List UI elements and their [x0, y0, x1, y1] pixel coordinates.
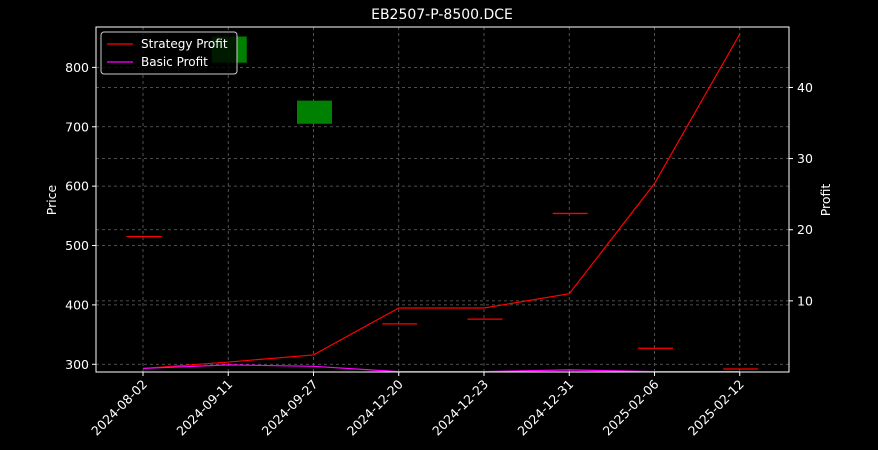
profit-tick-label: 20 — [797, 222, 813, 237]
profit-axis-label: Profit — [818, 184, 833, 217]
legend-label-strategy-profit: Strategy Profit — [141, 37, 228, 51]
profit-tick-label: 30 — [797, 151, 813, 166]
profit-tick-label: 10 — [797, 293, 813, 308]
price-tick-label: 400 — [65, 297, 89, 312]
price-tick-label: 300 — [65, 357, 89, 372]
candle — [297, 100, 332, 124]
price-tick-label: 700 — [65, 119, 89, 134]
legend-box — [100, 31, 238, 75]
price-axis-ticks: 300 400 500 600 700 800 — [65, 60, 96, 372]
strategy-profit-line — [142, 33, 741, 370]
profit-tick-label: 40 — [797, 80, 813, 95]
price-tick-label: 500 — [65, 238, 89, 253]
price-axis-label: Price — [44, 184, 59, 215]
chart-title: EB2507-P-8500.DCE — [371, 7, 513, 23]
legend-label-basic-profit: Basic Profit — [141, 55, 208, 69]
plot-frame — [95, 26, 790, 373]
price-tick-label: 600 — [65, 179, 89, 194]
price-tick-label: 800 — [65, 60, 89, 75]
legend: Strategy Profit Basic Profit — [100, 31, 238, 75]
profit-axis-ticks: 10 20 30 40 — [789, 80, 813, 308]
